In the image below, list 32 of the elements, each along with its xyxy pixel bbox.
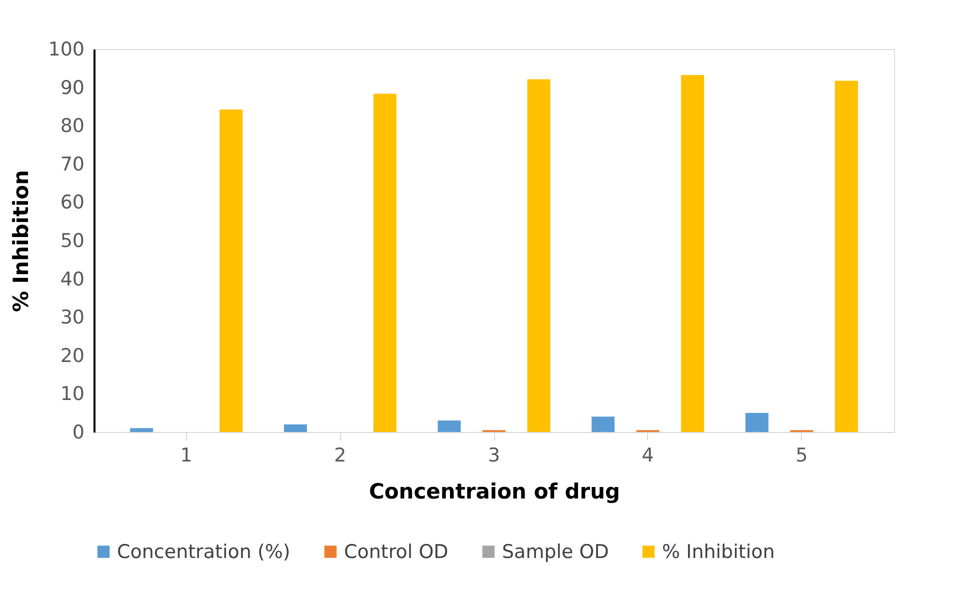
bar bbox=[438, 420, 461, 432]
y-tick-label: 70 bbox=[60, 153, 84, 176]
y-tick-label: 0 bbox=[72, 422, 84, 444]
x-tick-label: 2 bbox=[334, 444, 346, 466]
y-tick-label: 30 bbox=[60, 306, 84, 329]
legend-label: % Inhibition bbox=[662, 540, 775, 563]
bar bbox=[745, 412, 768, 432]
x-axis-title: Concentraion of drug bbox=[368, 480, 620, 504]
y-tick-label: 60 bbox=[60, 192, 84, 214]
bar bbox=[681, 75, 704, 432]
x-tick-label: 1 bbox=[180, 444, 192, 466]
bar bbox=[527, 79, 550, 432]
bar bbox=[373, 94, 396, 432]
legend-label: Sample OD bbox=[502, 540, 609, 563]
y-tick-label: 90 bbox=[60, 76, 84, 99]
y-tick-label: 80 bbox=[60, 115, 84, 138]
y-tick-label: 100 bbox=[48, 38, 84, 60]
y-axis-title: % Inhibition bbox=[9, 170, 34, 312]
legend-label: Concentration (%) bbox=[117, 540, 290, 563]
y-tick-label: 10 bbox=[60, 383, 84, 406]
bar bbox=[130, 428, 154, 432]
x-tick-label: 5 bbox=[796, 444, 808, 466]
legend-label: Control OD bbox=[344, 540, 448, 563]
bar bbox=[220, 110, 243, 432]
y-tick-label: 50 bbox=[60, 230, 84, 252]
x-tick-label: 4 bbox=[642, 444, 654, 466]
y-tick-label: 40 bbox=[60, 268, 84, 290]
y-tick-label: 20 bbox=[60, 344, 84, 367]
x-tick-label: 3 bbox=[488, 444, 500, 466]
bar bbox=[284, 424, 307, 432]
bar bbox=[834, 80, 858, 432]
bar bbox=[592, 416, 615, 432]
